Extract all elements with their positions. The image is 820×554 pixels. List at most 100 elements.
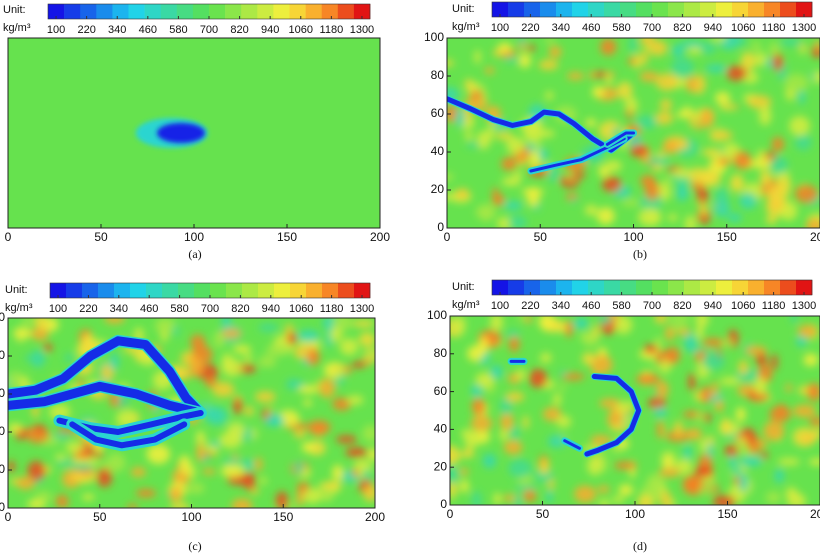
colorbar-segment [732,2,749,17]
blob [275,491,289,508]
blob [695,316,709,328]
blob [779,38,803,47]
blob [146,444,171,465]
blob [484,67,495,74]
colorbar-label: 1300 [792,22,816,34]
blob [24,353,47,362]
blob [631,53,642,69]
blob [55,494,69,508]
blob [657,420,664,439]
blob [526,187,540,207]
blob [501,176,522,187]
blob [539,352,552,364]
blob [712,495,736,505]
colorbar-segment [226,283,243,298]
colorbar-segment [604,2,621,17]
blob [539,129,555,138]
blob [739,456,763,467]
blob [728,455,737,468]
blob [738,359,749,375]
blob [665,346,681,365]
blob [499,429,509,441]
blob [702,337,724,347]
blob [589,70,596,80]
blob [776,177,792,192]
colorbar-segment [50,283,67,298]
panel: 0 50 100 150 200 0 20 40 60 80 100 100 220 340 460 580 7… [427,279,820,553]
blob [170,502,190,508]
colorbar-label: 820 [231,303,249,315]
blob [688,372,696,391]
blob [704,412,711,423]
blob [482,453,497,469]
blob [258,323,279,333]
blob [259,476,267,485]
colorbar-label: 340 [108,24,126,36]
blob [671,44,685,58]
blob [254,391,276,403]
blob [27,460,46,481]
blob [106,453,126,472]
blob [539,457,550,475]
colorbar-segment [492,280,509,295]
blob [257,355,277,368]
blob [250,488,260,495]
blob [667,213,678,222]
blob [109,352,119,371]
colorbar-segment [700,2,717,17]
blob [808,417,820,426]
blob [570,197,578,204]
blob [564,320,573,338]
blob [336,367,347,375]
colorbar-segment [338,283,355,298]
blob [464,131,473,141]
caption: (d) [633,539,647,553]
blob [287,332,297,345]
colorbar-segment [572,280,589,295]
colorbar-segment [322,283,339,298]
blob [714,91,731,105]
blob [690,214,698,223]
blob [467,345,484,362]
blob [680,40,703,48]
blob [643,344,658,354]
channel [8,336,206,418]
blob [638,208,662,227]
blob [547,435,567,448]
blob [699,438,708,453]
blob [220,464,245,478]
blob [607,410,624,429]
blob [538,316,555,331]
blob [21,318,34,325]
unit-label: Unit: [3,4,26,16]
blob [758,439,768,448]
blob [201,468,216,475]
blob [79,450,92,460]
colorbar-segment [258,283,275,298]
blob [500,411,514,432]
y-tick-label: 40 [0,424,5,438]
colorbar-segment [144,4,161,19]
blob [616,401,637,409]
colorbar-label: 340 [110,303,128,315]
density-field [8,318,375,508]
colorbar-segment [684,280,701,295]
blob [765,491,782,504]
colorbar-segment [178,283,195,298]
blob [755,51,766,67]
blob [524,316,533,324]
blob [542,407,562,422]
blob [53,431,71,441]
colorbar-label: 100 [49,303,67,315]
blob [65,441,85,453]
blob [566,72,585,80]
unit-label: Unit: [5,284,28,296]
blob [751,156,773,170]
unit-name: kg/m³ [452,21,480,33]
caption: (c) [188,539,201,553]
blob [592,85,605,98]
blob [556,415,572,428]
blob [221,328,242,339]
caption: (b) [633,247,647,261]
colorbar-label: 700 [643,300,661,312]
